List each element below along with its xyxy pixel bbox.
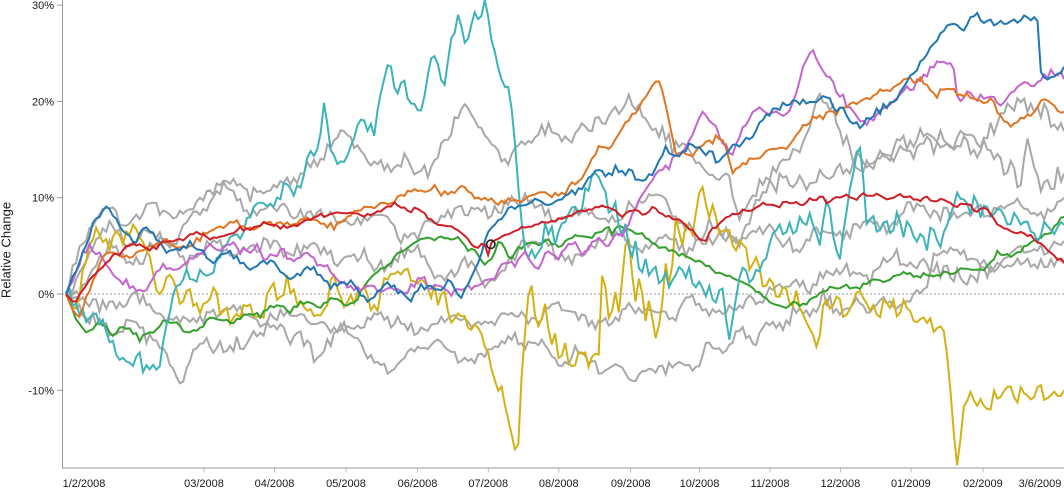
svg-text:-10%: -10% <box>28 385 54 397</box>
svg-text:11/2008: 11/2008 <box>751 478 790 490</box>
svg-text:02/2009: 02/2009 <box>963 478 1003 490</box>
svg-text:3/6/2009: 3/6/2009 <box>1019 478 1062 490</box>
svg-text:06/2008: 06/2008 <box>398 478 438 490</box>
svg-text:20%: 20% <box>32 96 54 108</box>
svg-text:07/2008: 07/2008 <box>468 478 508 490</box>
svg-text:04/2008: 04/2008 <box>255 478 295 490</box>
svg-text:0%: 0% <box>38 289 54 301</box>
svg-text:01/2009: 01/2009 <box>891 478 931 490</box>
svg-text:1/2/2008: 1/2/2008 <box>63 478 106 490</box>
svg-text:10%: 10% <box>32 193 54 205</box>
svg-text:03/2008: 03/2008 <box>184 478 224 490</box>
svg-text:05/2008: 05/2008 <box>326 478 366 490</box>
svg-text:10/2008: 10/2008 <box>680 478 720 490</box>
svg-text:08/2008: 08/2008 <box>539 478 579 490</box>
svg-text:30%: 30% <box>32 0 54 12</box>
svg-text:12/2008: 12/2008 <box>821 478 861 490</box>
svg-text:09/2008: 09/2008 <box>611 478 651 490</box>
svg-text:Relative Change: Relative Change <box>0 202 14 298</box>
